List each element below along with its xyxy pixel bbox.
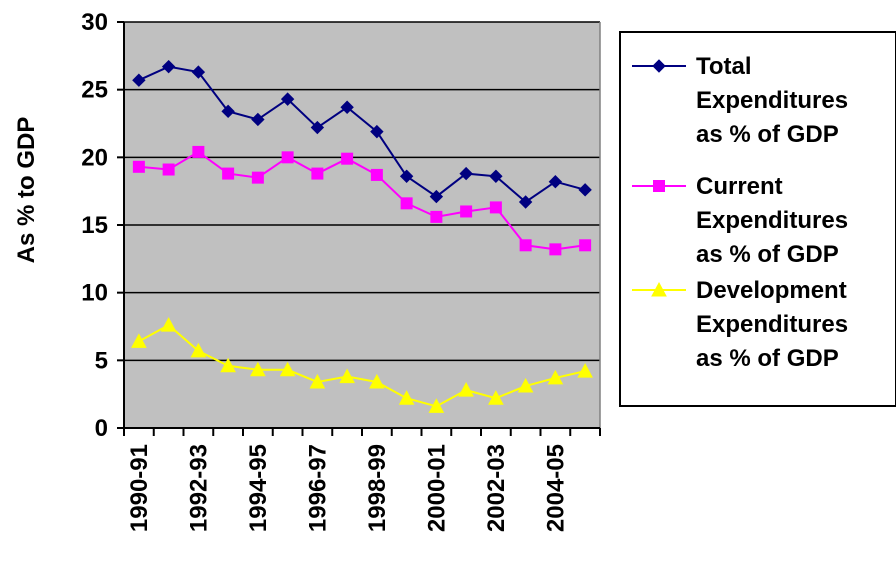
data-point xyxy=(399,169,414,183)
data-point xyxy=(221,104,235,119)
y-axis-label: As % to GDP xyxy=(13,117,40,264)
data-point xyxy=(160,317,177,332)
data-point xyxy=(518,195,533,209)
series-2 xyxy=(131,317,593,413)
data-point xyxy=(458,382,474,397)
legend-label: as % of GDP xyxy=(696,345,839,372)
plot-area xyxy=(124,21,601,428)
data-point xyxy=(548,174,563,189)
x-tick-label: 2000-01 xyxy=(423,444,450,532)
data-point xyxy=(251,171,264,184)
data-point xyxy=(428,398,445,413)
data-point xyxy=(519,239,532,252)
data-point xyxy=(517,377,534,393)
legend-entry: Total Expenditures as % of GDP xyxy=(632,53,848,148)
data-point xyxy=(341,152,354,165)
legend-entry: Current Expenditures as % of GDP xyxy=(632,173,848,268)
legend-marker xyxy=(653,180,665,192)
data-point xyxy=(310,120,325,135)
data-point xyxy=(429,189,444,204)
legend-label: Expenditures xyxy=(696,311,848,338)
y-tick-label: 20 xyxy=(81,144,108,171)
data-point xyxy=(577,363,593,378)
legend-label: Expenditures xyxy=(696,207,848,234)
data-point xyxy=(489,201,502,214)
data-point xyxy=(132,160,145,173)
axes: 0 5 10 15 20 25 30 1990-91 1992-93 1994-95 1996-97… xyxy=(81,9,601,532)
y-tick-label: 25 xyxy=(81,77,108,104)
data-point xyxy=(132,73,146,87)
data-point xyxy=(549,243,562,256)
data-point xyxy=(281,151,294,164)
series-0 xyxy=(132,59,592,209)
x-tick-label: 2002-03 xyxy=(483,444,510,532)
data-point xyxy=(222,167,235,180)
data-point xyxy=(250,361,266,377)
y-tick-label: 10 xyxy=(81,280,108,307)
data-point xyxy=(161,59,176,74)
data-point xyxy=(370,168,383,181)
legend-box xyxy=(619,31,896,407)
data-point xyxy=(578,183,592,197)
series-lines xyxy=(131,59,593,413)
legend-label: Expenditures xyxy=(696,87,848,114)
data-point xyxy=(340,100,354,114)
legend-label: Development xyxy=(696,277,847,304)
data-point xyxy=(280,92,295,106)
data-point xyxy=(162,163,175,176)
data-point xyxy=(191,65,206,79)
legend-marker xyxy=(651,281,667,297)
data-point xyxy=(311,167,324,180)
y-tick-label: 5 xyxy=(95,347,108,374)
data-point xyxy=(547,369,564,385)
data-point xyxy=(192,145,205,158)
series-line xyxy=(138,323,586,408)
x-tick-label: 1990-91 xyxy=(126,444,153,532)
legend: Total Expenditures as % of GDP Current Expen… xyxy=(619,31,896,407)
data-point xyxy=(400,197,413,210)
series-1 xyxy=(132,145,592,256)
y-tick-label: 0 xyxy=(95,415,108,442)
y-tick-label: 15 xyxy=(81,212,108,239)
legend-label: as % of GDP xyxy=(696,121,839,148)
legend-marker xyxy=(652,59,666,73)
legend-entry: Development Expenditures as % of GDP xyxy=(632,277,848,372)
legend-label: as % of GDP xyxy=(696,241,839,268)
data-point xyxy=(131,333,147,348)
x-tick-label: 1992-93 xyxy=(185,444,212,532)
data-point xyxy=(309,373,326,389)
data-point xyxy=(279,361,296,377)
series-line xyxy=(138,65,586,204)
data-point xyxy=(251,112,265,127)
x-tick-label: 1996-97 xyxy=(304,444,331,532)
x-tick-label: 2004-05 xyxy=(542,444,569,532)
legend-label: Current xyxy=(696,173,783,200)
y-tick-label: 30 xyxy=(81,9,108,36)
data-point xyxy=(579,239,592,252)
data-point xyxy=(488,390,504,405)
data-point xyxy=(190,342,207,358)
data-point xyxy=(398,390,415,405)
data-point xyxy=(489,169,503,183)
data-point xyxy=(339,368,355,384)
data-point xyxy=(370,124,384,139)
x-tick-label: 1998-99 xyxy=(364,444,391,532)
data-point xyxy=(460,205,473,218)
legend-label: Total xyxy=(696,53,752,80)
data-point xyxy=(369,373,385,389)
data-point xyxy=(220,357,236,373)
x-tick-label: 1994-95 xyxy=(245,444,272,532)
data-point xyxy=(459,166,473,181)
data-point xyxy=(430,210,443,223)
series-line xyxy=(138,150,586,251)
